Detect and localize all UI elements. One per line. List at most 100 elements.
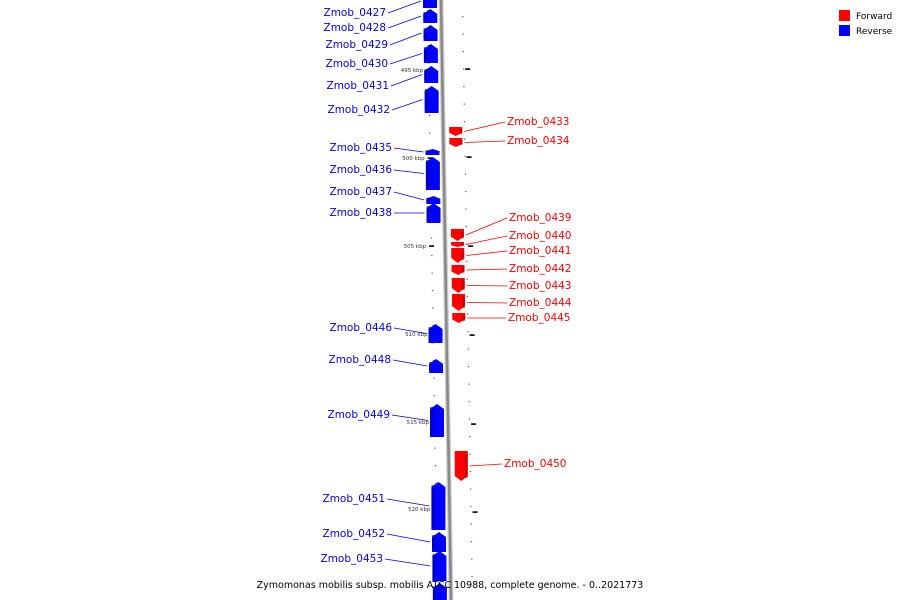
gene-arrow[interactable]: [450, 229, 464, 241]
minor-tick: [431, 290, 434, 292]
gene-arrow[interactable]: [451, 248, 465, 263]
gene-arrow[interactable]: [452, 294, 466, 311]
gene-label[interactable]: Zmob_0437: [330, 186, 392, 198]
gene-arrow-shade: [464, 454, 468, 478]
gene-arrow-shade: [430, 407, 434, 434]
gene-label[interactable]: Zmob_0442: [509, 263, 571, 275]
gene-label[interactable]: Zmob_0439: [509, 212, 571, 224]
gene-label[interactable]: Zmob_0435: [330, 142, 392, 154]
minor-tick: [433, 377, 435, 379]
gene-label[interactable]: Zmob_0431: [327, 80, 389, 92]
label-connector: [391, 414, 429, 421]
minor-tick: [462, 16, 464, 18]
gene-arrow[interactable]: [454, 451, 468, 481]
label-connector: [465, 217, 508, 236]
minor-tick: [467, 348, 469, 350]
kbp-tick-label: 510 kbp: [405, 332, 428, 338]
gene-arrow[interactable]: [423, 9, 438, 23]
gene-arrow-shade: [424, 69, 428, 80]
minor-tick: [467, 331, 469, 333]
major-tick: [427, 157, 433, 159]
minor-tick: [464, 138, 466, 140]
gene-label[interactable]: Zmob_0443: [509, 280, 571, 292]
gene-label[interactable]: Zmob_0449: [328, 409, 390, 421]
major-tick: [465, 68, 471, 70]
gene-arrow[interactable]: [432, 551, 447, 581]
gene-arrow[interactable]: [428, 324, 443, 343]
gene-label[interactable]: Zmob_0436: [330, 164, 393, 176]
label-connector: [466, 268, 508, 271]
label-connector: [465, 235, 508, 245]
gene-arrow-shade: [432, 554, 436, 578]
gene-arrow-shade: [423, 11, 427, 21]
gene-arrow[interactable]: [430, 404, 445, 437]
gene-arrow[interactable]: [425, 157, 440, 190]
gene-arrow[interactable]: [423, 0, 438, 8]
gene-label[interactable]: Zmob_0429: [326, 39, 388, 51]
gene-label[interactable]: Zmob_0452: [323, 528, 385, 540]
minor-tick: [463, 121, 466, 123]
legend: Forward Reverse: [839, 10, 893, 37]
gene-arrow[interactable]: [449, 127, 463, 136]
minor-tick: [464, 173, 466, 175]
minor-tick: [432, 342, 434, 344]
gene-arrow[interactable]: [449, 138, 463, 147]
gene-arrow[interactable]: [429, 359, 444, 373]
gene-arrow[interactable]: [452, 313, 466, 323]
minor-tick: [466, 296, 469, 298]
gene-arrow[interactable]: [432, 532, 447, 552]
gene-label[interactable]: Zmob_0438: [330, 207, 392, 219]
minor-tick: [435, 482, 437, 484]
gene-arrow[interactable]: [432, 583, 447, 600]
gene-arrow-shade: [426, 206, 430, 220]
legend-label-forward: Forward: [856, 12, 892, 22]
gene-label[interactable]: Zmob_0440: [509, 230, 571, 242]
minor-tick: [433, 360, 435, 362]
major-tick: [471, 423, 477, 425]
gene-arrow[interactable]: [426, 196, 441, 204]
gene-arrow[interactable]: [424, 86, 439, 113]
label-connector: [384, 558, 431, 567]
gene-arrow[interactable]: [431, 482, 446, 530]
gene-arrow-shade: [423, 0, 427, 6]
minor-tick: [427, 10, 429, 12]
minor-tick: [464, 156, 466, 158]
backbone-line: [439, 0, 453, 600]
gene-arrow[interactable]: [423, 25, 438, 41]
gene-label[interactable]: Zmob_0427: [324, 7, 386, 19]
gene-label[interactable]: Zmob_0445: [508, 312, 570, 324]
label-connector: [466, 285, 508, 287]
gene-label[interactable]: Zmob_0441: [509, 245, 571, 257]
gene-arrow-shade: [428, 327, 432, 340]
label-connector: [466, 250, 508, 256]
gene-arrow[interactable]: [451, 278, 465, 293]
gene-arrow-shade: [431, 485, 435, 527]
minor-tick: [470, 506, 472, 508]
gene-arrow-shade: [425, 150, 429, 154]
label-connector: [464, 140, 506, 143]
gene-label[interactable]: Zmob_0432: [328, 104, 390, 116]
gene-label[interactable]: Zmob_0433: [507, 116, 569, 128]
gene-label[interactable]: Zmob_0430: [326, 58, 388, 70]
gene-arrow[interactable]: [451, 242, 465, 247]
gene-labels: Zmob_0427 Zmob_0428 Zmob_0429 Zmob_0430 Zmob…: [321, 7, 572, 565]
gene-label[interactable]: Zmob_0444: [509, 297, 572, 309]
gene-label[interactable]: Zmob_0450: [504, 458, 566, 470]
gene-label[interactable]: Zmob_0428: [324, 22, 386, 34]
gene-arrow[interactable]: [423, 44, 438, 63]
minor-tick: [469, 436, 471, 438]
gene-label[interactable]: Zmob_0448: [329, 354, 391, 366]
minor-tick: [429, 132, 431, 134]
gene-label[interactable]: Zmob_0446: [330, 322, 393, 334]
gene-arrow[interactable]: [426, 203, 441, 223]
major-ticks: 495 kbp 500 kbp 505 kbp 510 kbp 515 kbp 520 k…: [401, 68, 478, 513]
gene-arrow[interactable]: [425, 149, 440, 155]
minor-tick: [427, 45, 429, 47]
gene-label[interactable]: Zmob_0434: [507, 135, 570, 147]
gene-label[interactable]: Zmob_0451: [323, 493, 385, 505]
gene-arrow[interactable]: [451, 265, 465, 275]
minor-tick: [471, 558, 473, 560]
gene-arrow[interactable]: [424, 66, 439, 83]
gene-label[interactable]: Zmob_0453: [321, 553, 383, 565]
label-connector: [469, 463, 503, 467]
